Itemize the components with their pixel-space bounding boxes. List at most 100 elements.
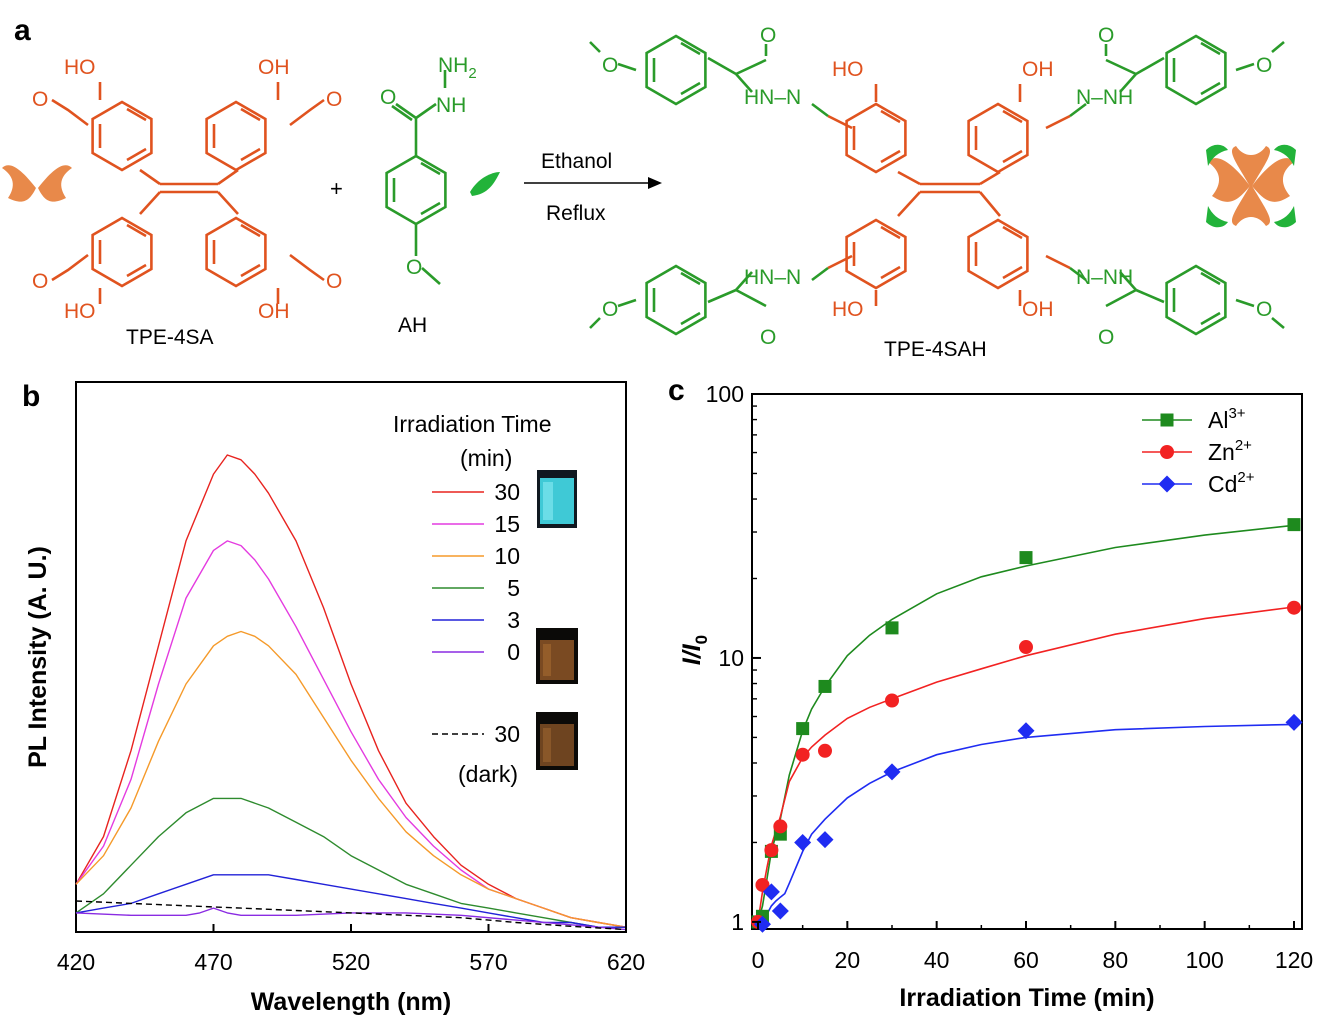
legend-label-Cd: Cd2+ [1208,469,1255,497]
atom-o: O [602,298,618,321]
x-tick-label: 0 [752,947,765,973]
atom-n-nh: N–NH [1076,86,1133,109]
x-tick-label: 120 [1275,947,1313,973]
panel-a-scheme: a HO OH [2,14,1296,361]
marker-Zn [773,819,788,834]
atom-o: O [1098,24,1114,47]
marker-Zn [764,843,779,858]
plus-sign: + [330,176,343,201]
x-tick-label: 80 [1103,947,1129,973]
y-axis-label-c: I/I0 [678,635,711,665]
marker-Al [818,679,832,693]
atom-oh: OH [1022,298,1054,321]
atom-nh2: NH2 [438,54,477,82]
panel-label-b: b [22,380,40,413]
atom-nh: NH [436,94,466,117]
atom-hn-n: HN–N [744,266,801,289]
panel-label-c: c [668,374,685,407]
atom-ho: HO [832,58,864,81]
data-markers [751,518,1303,933]
atom-ho: HO [832,298,864,321]
pl-curves [75,454,627,931]
marker-Cd [883,763,901,781]
legend-label-0: 0 [507,639,520,665]
vial-dark [536,712,578,770]
atom-o: O [1256,54,1272,77]
atom-o: O [760,326,776,349]
pl-curve-30-dark [75,900,627,931]
tpe-4sah-icon [1206,144,1296,228]
pl-curve-0 [75,907,627,931]
atom-o: O [406,256,422,279]
atom-ho: HO [64,56,96,79]
x-axis-ticks-c: 0 20 40 60 80 100 120 [752,921,1313,973]
atom-o: O [32,270,48,293]
legend-title-line1: Irradiation Time [393,411,552,437]
condition-bottom: Reflux [546,202,606,225]
x-axis-label-b: Wavelength (nm) [251,988,451,1016]
vial-dim [536,628,578,684]
x-tick-label: 470 [194,949,232,975]
atom-oh: OH [258,56,290,79]
marker-Cd [771,902,789,920]
panel-b-pl-spectra: b 420 470 520 570 620 Wavelength (nm) PL Int… [22,380,645,1016]
reactant1-label: TPE-4SA [126,326,214,349]
legend-label-15: 15 [494,511,520,537]
marker-Zn [885,693,899,708]
atom-ho: HO [64,300,96,323]
legend-marker-Cd [1158,475,1176,493]
y-axis-label-b: PL Intensity (A. U.) [24,546,52,768]
atom-o: O [1256,298,1272,321]
vial-photos [536,470,578,770]
legend-marker-Zn [1160,445,1174,459]
y-axis-ticks-c: 1 10 100 [706,381,761,935]
legend-label-Zn: Zn2+ [1208,437,1252,465]
tpe-4sah-structure: O O O O O O O O HN–N N–NH HN–N N–NH HO O… [589,24,1285,349]
marker-Cd [762,883,780,901]
x-axis-ticks-b: 420 470 520 570 620 [57,924,645,975]
legend-dark-label: (dark) [458,761,518,787]
product-label: TPE-4SAH [884,338,987,361]
x-tick-label: 40 [924,947,950,973]
y-tick-label: 1 [731,909,744,935]
atom-n-nh: N–NH [1076,266,1133,289]
atom-o: O [326,270,342,293]
pl-curve-5 [75,797,626,928]
x-axis-label-c: Irradiation Time (min) [899,984,1154,1012]
x-tick-label: 570 [469,949,507,975]
marker-Zn [818,743,832,758]
legend-c: Al3+ Zn2+ Cd2+ [1142,405,1255,497]
legend-marker-Al [1160,413,1174,427]
x-tick-label: 20 [835,947,861,973]
marker-Zn [1287,600,1301,615]
marker-Zn [795,747,810,762]
atom-o: O [380,86,396,109]
atom-o: O [1098,326,1114,349]
x-tick-label: 100 [1185,947,1223,973]
y-tick-label: 10 [718,645,744,671]
panel-label-a: a [14,14,31,47]
marker-Al [1287,518,1301,532]
fit-curve-Zn [757,606,1295,923]
x-tick-label: 420 [57,949,95,975]
marker-Cd [794,833,812,851]
atom-hn-n: HN–N [744,86,801,109]
vial-bright [537,470,577,528]
marker-Al [885,621,899,635]
pl-curve-10 [75,630,627,928]
atom-o: O [760,24,776,47]
x-tick-label: 620 [607,949,645,975]
atom-o: O [326,88,342,111]
marker-Al [1019,551,1033,565]
marker-Zn [755,877,770,892]
legend-label-Al: Al3+ [1208,405,1246,433]
x-tick-label: 60 [1013,947,1039,973]
x-tick-label: 520 [332,949,370,975]
atom-o: O [602,54,618,77]
atom-oh: OH [258,300,290,323]
fit-curve-Cd [757,723,1295,929]
legend-label-3: 3 [507,607,520,633]
